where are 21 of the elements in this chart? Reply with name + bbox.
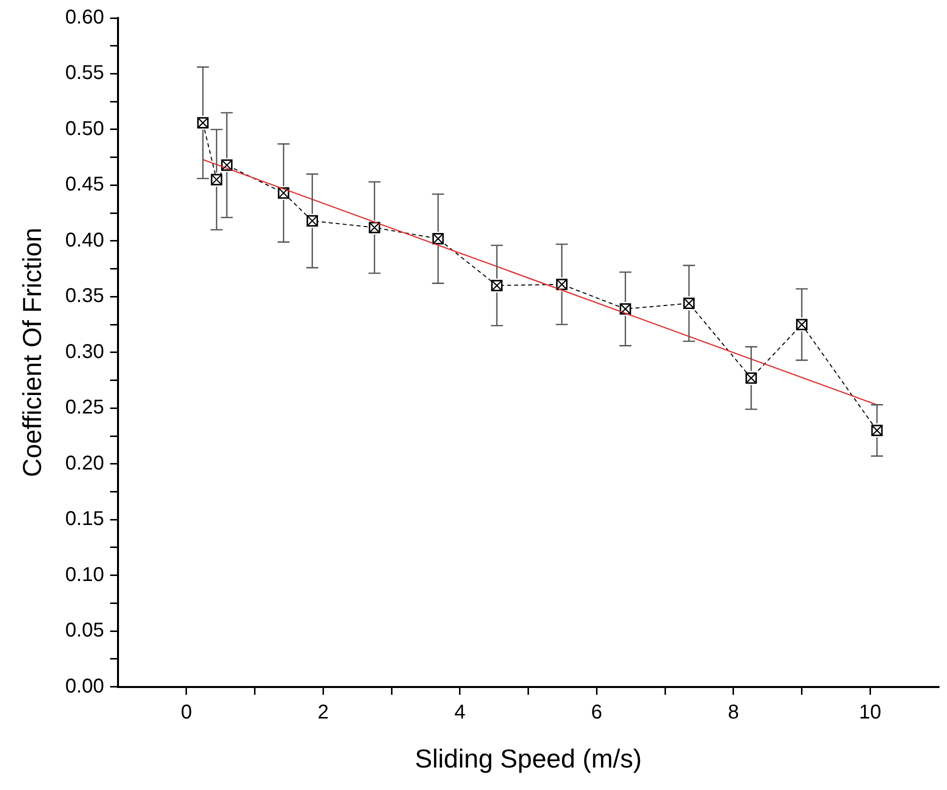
y-tick-label: 0.55 bbox=[65, 62, 104, 84]
y-tick-label: 0.15 bbox=[65, 508, 104, 530]
y-tick-label: 0.50 bbox=[65, 118, 104, 140]
y-tick-label: 0.30 bbox=[65, 340, 104, 363]
y-tick-label: 0.20 bbox=[65, 452, 104, 474]
x-tick-label: 10 bbox=[859, 701, 882, 724]
y-axis-title: Coefficient Of Friction bbox=[16, 228, 47, 478]
x-tick-label: 6 bbox=[591, 701, 602, 724]
x-tick-label: 8 bbox=[728, 701, 739, 724]
y-tick-label: 0.10 bbox=[65, 564, 104, 586]
y-tick-label: 0.35 bbox=[65, 285, 104, 308]
x-axis-title: Sliding Speed (m/s) bbox=[414, 744, 642, 774]
x-tick-label: 0 bbox=[180, 701, 192, 724]
y-tick-label: 0.05 bbox=[65, 620, 104, 642]
y-tick-label: 0.45 bbox=[65, 174, 104, 196]
y-tick-label: 0.00 bbox=[65, 675, 104, 698]
y-tick-label: 0.60 bbox=[65, 6, 104, 29]
y-tick-label: 0.25 bbox=[65, 396, 104, 419]
x-tick-label: 4 bbox=[454, 701, 466, 724]
x-tick-label: 2 bbox=[318, 701, 329, 724]
y-tick-label: 0.40 bbox=[65, 229, 104, 252]
